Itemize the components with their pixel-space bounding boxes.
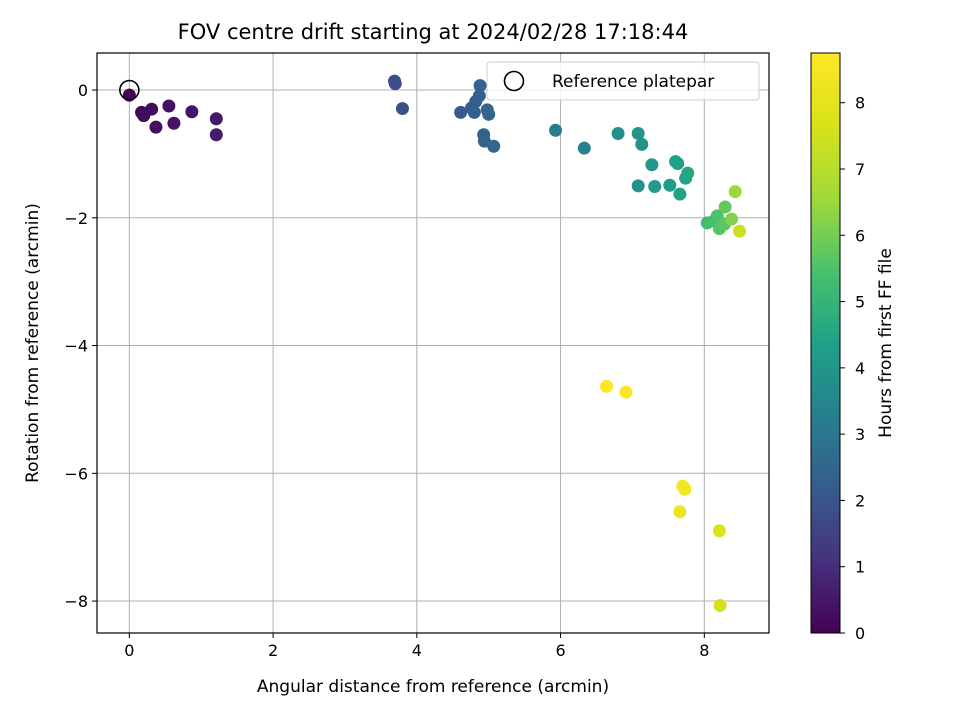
colorbar-tick-label: 0 — [855, 624, 865, 643]
legend-box — [486, 61, 760, 101]
data-point — [713, 599, 727, 613]
grid-lines — [97, 53, 769, 633]
x-axis-label: Angular distance from reference (arcmin) — [257, 677, 609, 697]
legend: Reference platepar — [486, 61, 760, 101]
y-tick-label: −8 — [64, 592, 88, 611]
y-tick-label: −2 — [64, 209, 88, 228]
data-point — [725, 212, 739, 226]
x-axis-ticks: 0 2 4 6 8 — [124, 633, 709, 660]
data-point — [149, 120, 163, 134]
data-points — [119, 74, 747, 613]
data-point — [631, 126, 645, 140]
data-point — [645, 158, 659, 172]
data-point — [487, 139, 501, 153]
legend-marker-icon — [503, 70, 525, 92]
data-point — [185, 105, 199, 119]
data-point — [671, 157, 685, 171]
data-point — [209, 112, 223, 126]
data-point — [209, 128, 223, 142]
colorbar: 0 1 2 3 4 5 6 7 8 Hours from first FF file — [810, 52, 896, 643]
data-point — [467, 105, 481, 119]
data-point — [648, 180, 662, 194]
colorbar-gradient — [810, 52, 841, 634]
x-tick-label: 0 — [124, 641, 134, 660]
data-point — [472, 89, 486, 103]
axes-frame — [96, 52, 770, 634]
chart-title: FOV centre drift starting at 2024/02/28 … — [178, 20, 689, 44]
data-point — [635, 137, 649, 151]
y-tick-label: −6 — [64, 464, 88, 483]
data-point — [631, 179, 645, 193]
data-point — [549, 123, 563, 137]
data-point — [577, 141, 591, 155]
x-tick-label: 2 — [268, 641, 278, 660]
data-point — [388, 77, 402, 91]
reference-platepar-marker — [119, 79, 140, 101]
y-tick-label: −4 — [64, 337, 88, 356]
data-point — [611, 126, 625, 140]
data-point — [673, 187, 687, 201]
colorbar-tick-label: 6 — [855, 226, 865, 245]
data-point — [718, 200, 732, 214]
data-point — [167, 116, 181, 130]
data-point — [733, 224, 747, 238]
data-point — [678, 482, 692, 496]
data-point — [162, 99, 176, 113]
colorbar-ticks: 0 1 2 3 4 5 6 7 8 — [840, 94, 865, 643]
colorbar-tick-label: 3 — [855, 425, 865, 444]
data-point — [728, 185, 742, 199]
data-point — [619, 385, 633, 399]
data-point — [482, 107, 496, 121]
data-point — [600, 379, 614, 393]
x-tick-label: 8 — [699, 641, 709, 660]
y-tick-label: 0 — [78, 81, 88, 100]
legend-entry-reference: Reference platepar — [552, 72, 714, 92]
colorbar-tick-label: 2 — [855, 491, 865, 510]
data-point — [395, 102, 409, 116]
y-axis-ticks: 0 −2 −4 −6 −8 — [64, 81, 97, 611]
data-point — [473, 79, 487, 93]
y-axis-label: Rotation from reference (arcmin) — [23, 203, 43, 483]
colorbar-tick-label: 1 — [855, 558, 865, 577]
data-point — [673, 505, 687, 519]
colorbar-tick-label: 8 — [855, 94, 865, 113]
data-point — [145, 102, 159, 116]
colorbar-label: Hours from first FF file — [876, 248, 896, 438]
data-point — [663, 178, 677, 192]
x-tick-label: 6 — [555, 641, 565, 660]
data-point — [454, 105, 468, 119]
x-tick-label: 4 — [412, 641, 422, 660]
colorbar-tick-label: 5 — [855, 293, 865, 312]
data-point — [712, 524, 726, 538]
colorbar-tick-label: 7 — [855, 160, 865, 179]
data-point — [681, 166, 695, 180]
colorbar-tick-label: 4 — [855, 359, 865, 378]
